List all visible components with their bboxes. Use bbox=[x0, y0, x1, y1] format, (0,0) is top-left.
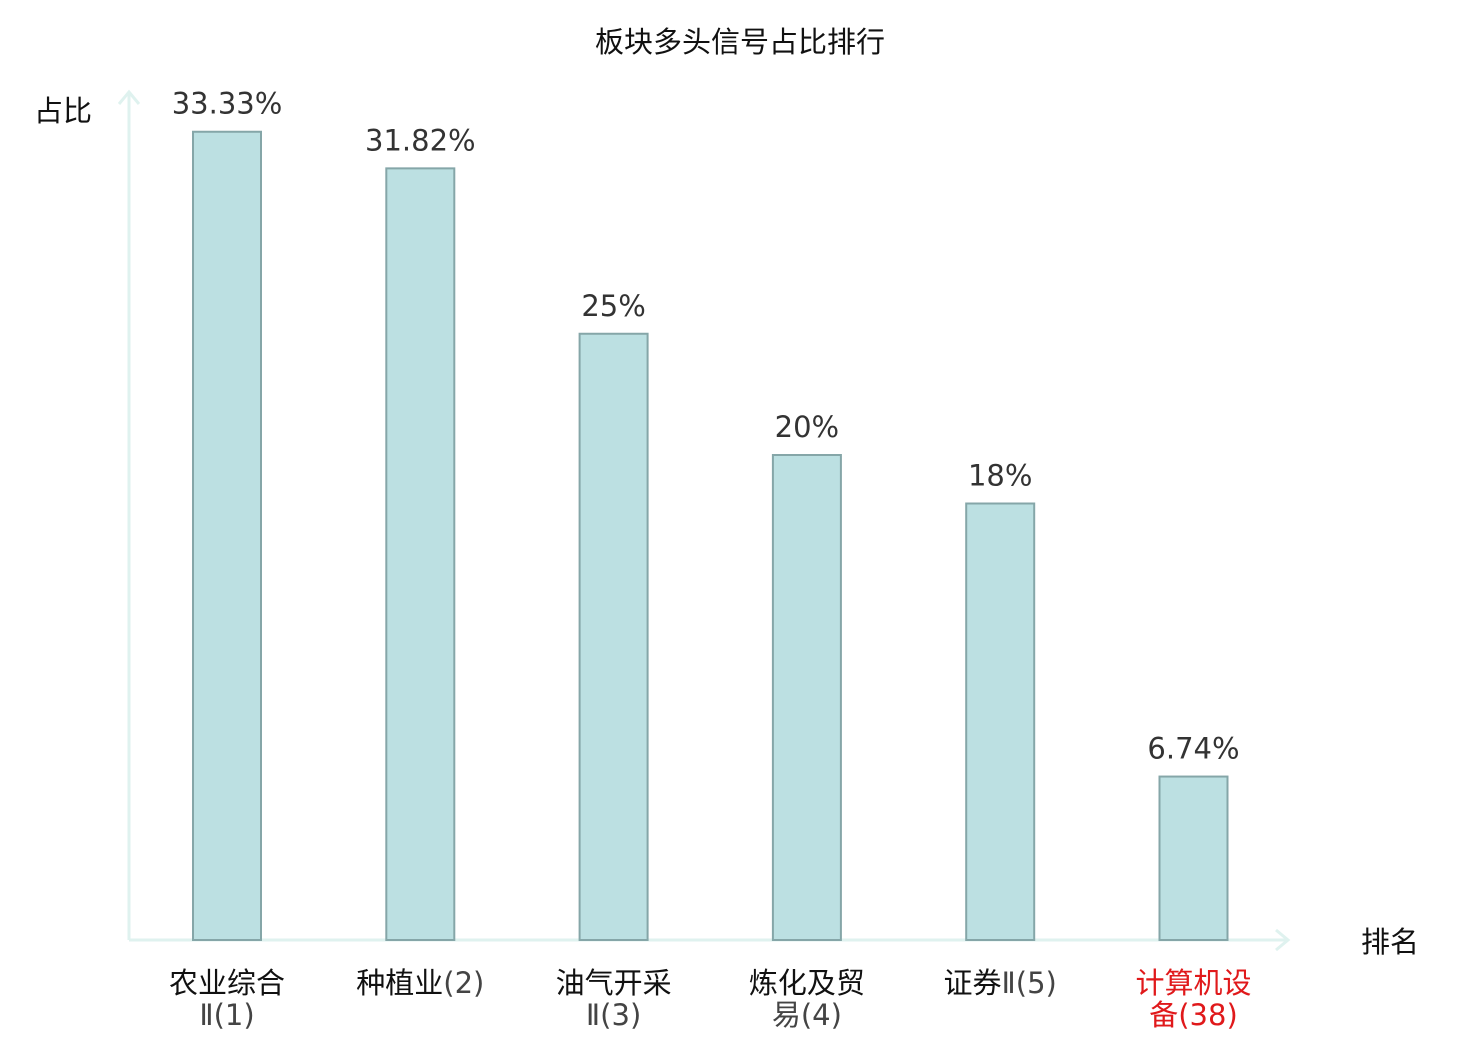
category-rank-4: 易(4) bbox=[772, 998, 842, 1032]
bar-3 bbox=[578, 332, 649, 941]
category-label-3: 油气开采 Ⅱ(3) bbox=[556, 966, 672, 1032]
category-rank-5: Ⅱ(5) bbox=[1002, 966, 1057, 1000]
bar-5 bbox=[965, 502, 1036, 941]
value-label-5: 18% bbox=[968, 459, 1032, 493]
category-rank-1: Ⅱ(1) bbox=[199, 998, 254, 1032]
value-label-3: 25% bbox=[581, 289, 645, 323]
category-label-6: 计算机设备(38) bbox=[1135, 966, 1251, 1032]
x-axis bbox=[129, 928, 1291, 952]
bar-2 bbox=[385, 167, 456, 942]
value-labels-group: 33.33% 31.82% 25% 20% 18% 6.74% bbox=[172, 87, 1240, 766]
bar-1 bbox=[192, 130, 262, 941]
category-name-5: 证券 bbox=[944, 966, 1002, 1000]
x-axis-label: 排名 bbox=[1361, 925, 1419, 959]
category-rank-6: 备(38) bbox=[1149, 998, 1238, 1032]
category-label-5: 证券Ⅱ(5) bbox=[944, 966, 1057, 1000]
value-label-4: 20% bbox=[775, 410, 839, 444]
category-name-3: 油气开采 bbox=[556, 966, 672, 1000]
y-axis bbox=[117, 89, 141, 940]
value-label-1: 33.33% bbox=[172, 87, 283, 121]
category-rank-3: Ⅱ(3) bbox=[586, 998, 641, 1032]
category-name-2: 种植业 bbox=[356, 966, 443, 1000]
value-label-2: 31.82% bbox=[365, 123, 476, 157]
value-label-6: 6.74% bbox=[1147, 732, 1239, 766]
category-name-4: 炼化及贸 bbox=[749, 966, 865, 1000]
category-label-2: 种植业(2) bbox=[356, 966, 484, 1000]
bar-6 bbox=[1158, 775, 1229, 941]
category-label-4: 炼化及贸易(4) bbox=[749, 966, 865, 1032]
category-name-1: 农业综合 bbox=[169, 966, 285, 1000]
y-axis-label: 占比 bbox=[34, 94, 92, 128]
category-label-1: 农业综合 Ⅱ(1) bbox=[169, 966, 285, 1032]
chart-title: 板块多头信号占比排行 bbox=[595, 25, 885, 59]
bars-group bbox=[192, 130, 1229, 942]
category-labels-group: 农业综合 Ⅱ(1) 种植业(2) 油气开采 Ⅱ(3) 炼化及贸易(4) 证券Ⅱ(5) 计算机设… bbox=[169, 966, 1252, 1032]
bar-4 bbox=[771, 454, 842, 941]
category-rank-2: (2) bbox=[443, 966, 484, 1000]
category-name-6: 计算机设 bbox=[1135, 966, 1251, 1000]
